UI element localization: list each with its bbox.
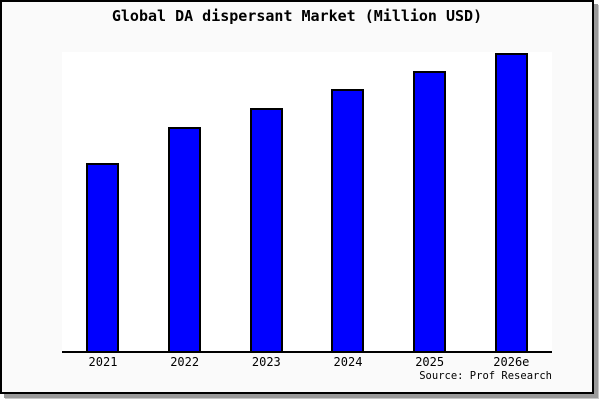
bar-2026e <box>494 53 528 351</box>
bar-2024 <box>331 89 365 351</box>
plot-area <box>62 52 552 353</box>
bar-2022 <box>168 127 201 351</box>
chart-frame: Global DA dispersant Market (Million USD… <box>0 0 594 394</box>
source-caption: Source: Prof Research <box>419 370 552 382</box>
x-tick-label-2024: 2024 <box>333 355 363 369</box>
bar-2025 <box>413 71 446 351</box>
x-tick-label-2021: 2021 <box>88 355 118 369</box>
x-tick-label-2025: 2025 <box>415 355 445 369</box>
x-axis-labels: 2021 2022 2023 2024 2025 2026e <box>62 355 552 370</box>
x-tick-label-2026e: 2026e <box>493 355 530 369</box>
bar-2021 <box>86 163 120 351</box>
chart-title: Global DA dispersant Market (Million USD… <box>111 7 483 25</box>
x-tick-label-2022: 2022 <box>170 355 200 369</box>
bar-2023 <box>249 108 283 351</box>
x-tick-label-2023: 2023 <box>251 355 281 369</box>
